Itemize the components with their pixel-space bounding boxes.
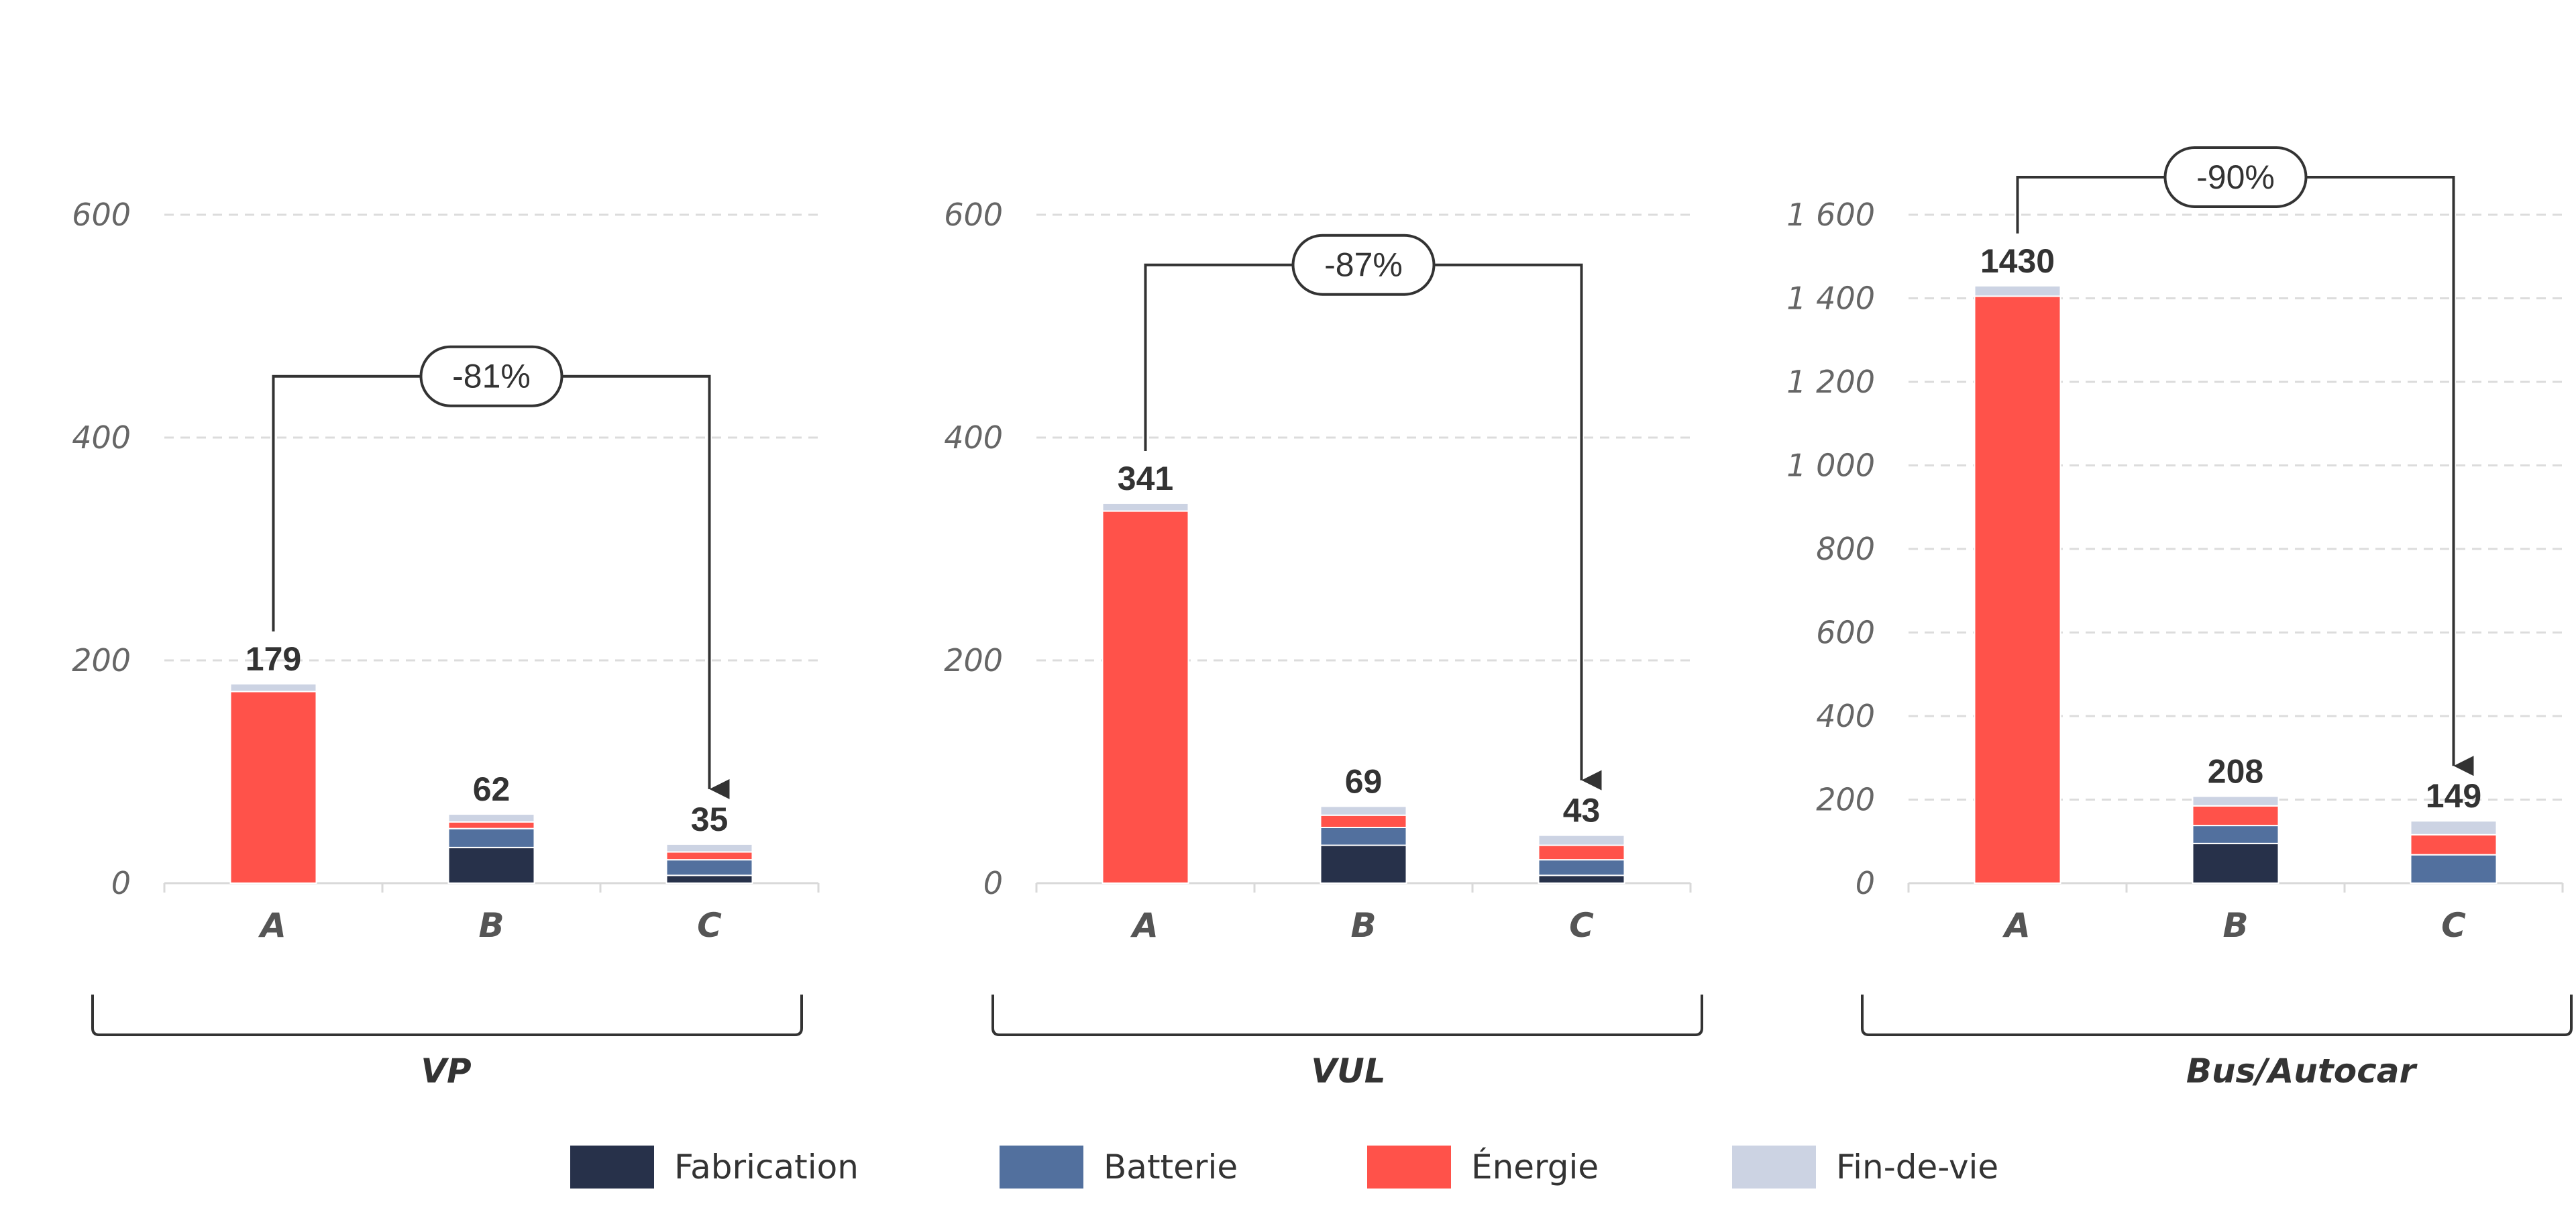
bar-segment-energie-b (1320, 814, 1407, 828)
legend-swatch-batterie (1000, 1146, 1083, 1189)
legend-swatch-findevie (1732, 1146, 1816, 1189)
reduction-connector (2016, 175, 2474, 776)
bar-segment-energie-a (1102, 510, 1189, 884)
chart-panel-bus-autocar: 0 200 400 600 800 1 000 1 200 1 400 1 600 1430 A 20… (1786, 146, 2573, 1091)
legend-label-findevie: Fin-de-vie (1836, 1148, 1998, 1186)
reduction-badge (2163, 146, 2308, 208)
group-bracket (91, 995, 803, 1036)
bar-segment-findevie-c (2410, 820, 2498, 836)
y-tick-label: 400 (72, 419, 131, 456)
y-tick-label: 0 (111, 865, 131, 901)
legend-label-energie: Énergie (1471, 1147, 1599, 1186)
bar-segment-findevie-a (1974, 285, 2061, 297)
chart-panel-vp: 0 200 400 600 179 A 62 B 35 C -81% VP (72, 197, 820, 1091)
reduction-connector (1144, 263, 1602, 791)
x-tick-label: C (2441, 906, 2466, 945)
bar-segment-batterie-c (1538, 859, 1625, 876)
legend-label-fabrication: Fabrication (674, 1148, 859, 1186)
bar-segment-fabrication-b (2192, 842, 2279, 885)
legend: Fabrication Batterie Énergie Fin-de-vie (570, 1146, 1998, 1189)
x-tick-label: C (1569, 906, 1594, 945)
x-tick-label: A (2002, 906, 2031, 945)
y-tick-label: 0 (1856, 865, 1875, 901)
y-tick-label: 200 (72, 642, 131, 678)
bar-segment-findevie-c (1538, 834, 1625, 846)
x-tick-label: C (697, 906, 722, 945)
bar-segment-findevie-c (665, 843, 753, 853)
bar-segment-energie-c (2410, 834, 2498, 856)
group-bracket (1861, 995, 2573, 1036)
bar-segment-batterie-b (447, 827, 535, 848)
y-tick-label: 1 000 (1786, 448, 1875, 484)
bar-segment-energie-c (665, 851, 753, 861)
bar-segment-fabrication-c (1538, 874, 1625, 885)
y-tick-label: 1 400 (1786, 281, 1875, 317)
bar-segment-energie-a (229, 691, 317, 884)
bar-segment-energie-a (1974, 295, 2061, 884)
bar-segment-fabrication-b (447, 846, 535, 885)
bar-segment-findevie-a (229, 683, 317, 693)
legend-swatch-fabrication (570, 1146, 654, 1189)
bar-total-label: 1430 (1980, 242, 2055, 280)
bar-segment-energie-c (1538, 844, 1625, 861)
group-label: VUL (1311, 1052, 1385, 1091)
x-tick-label: A (258, 906, 286, 945)
bar-segment-energie-b (2192, 805, 2279, 827)
bar-total-label: 341 (1118, 460, 1173, 497)
bar-segment-batterie-b (2192, 825, 2279, 844)
chart-panel-vul: 0 200 400 600 341 A 69 B 43 C -87% VUL (944, 197, 1703, 1091)
reduction-badge (419, 345, 564, 407)
reduction-badge (1291, 234, 1436, 296)
legend-swatch-energie (1367, 1146, 1451, 1189)
bar-segment-findevie-b (1320, 805, 1407, 816)
bar-segment-findevie-b (2192, 795, 2279, 807)
bar-total-label: 69 (1345, 762, 1383, 800)
y-tick-label: 600 (944, 197, 1003, 233)
bar-total-label: 35 (691, 801, 729, 838)
bar-segment-energie-b (447, 821, 535, 829)
y-tick-label: 400 (1816, 698, 1875, 734)
y-tick-label: 0 (983, 865, 1003, 901)
y-tick-label: 1 600 (1786, 197, 1875, 233)
x-tick-label: B (2222, 906, 2248, 945)
x-tick-label: B (478, 906, 504, 945)
bar-segment-fabrication-b (1320, 844, 1407, 885)
bar-segment-fabrication-c (665, 874, 753, 885)
y-tick-label: 600 (1816, 615, 1875, 651)
bar-segment-batterie-c (2410, 854, 2498, 885)
y-tick-label: 200 (1816, 782, 1875, 818)
bar-segment-batterie-c (665, 859, 753, 876)
bar-segment-batterie-b (1320, 827, 1407, 846)
y-tick-label: 200 (944, 642, 1003, 678)
group-bracket (991, 995, 1703, 1036)
group-label: Bus/Autocar (2186, 1052, 2418, 1091)
y-tick-label: 800 (1816, 531, 1875, 567)
bar-total-label: 179 (246, 640, 301, 678)
bar-total-label: 43 (1563, 792, 1601, 829)
y-tick-label: 400 (944, 419, 1003, 456)
reduction-label: -90% (2196, 158, 2275, 196)
bar-segment-findevie-b (447, 813, 535, 823)
reduction-label: -87% (1324, 246, 1403, 284)
bar-segment-findevie-a (1102, 502, 1189, 512)
bar-total-label: 208 (2208, 753, 2263, 791)
bar-total-label: 149 (2426, 777, 2481, 815)
y-tick-label: 1 200 (1786, 364, 1875, 400)
y-tick-label: 600 (72, 197, 131, 233)
legend-label-batterie: Batterie (1104, 1148, 1238, 1186)
group-label: VP (421, 1052, 471, 1091)
reduction-label: -81% (452, 358, 531, 395)
x-tick-label: A (1130, 906, 1159, 945)
x-tick-label: B (1350, 906, 1376, 945)
bar-total-label: 62 (473, 770, 511, 808)
